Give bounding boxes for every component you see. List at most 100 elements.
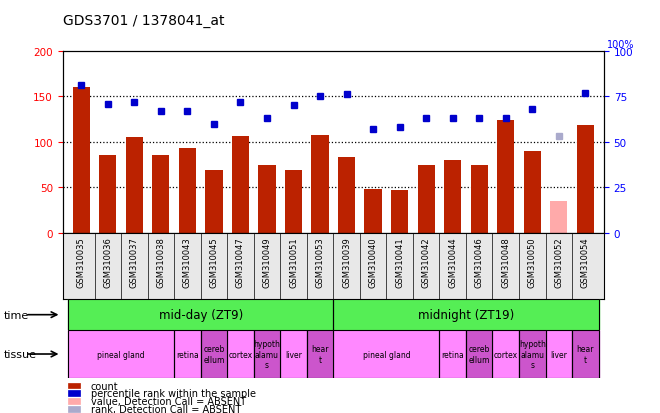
Text: time: time <box>3 310 28 320</box>
Bar <box>285 171 302 233</box>
Bar <box>227 330 253 378</box>
Text: GSM310051: GSM310051 <box>289 237 298 287</box>
Text: pineal gland: pineal gland <box>362 350 410 358</box>
Bar <box>280 330 307 378</box>
Text: GSM310053: GSM310053 <box>315 237 325 287</box>
Bar <box>201 330 227 378</box>
Bar <box>333 330 440 378</box>
Bar <box>68 406 80 412</box>
Text: retina: retina <box>176 350 199 358</box>
Bar <box>471 165 488 233</box>
Bar <box>152 156 170 233</box>
Bar <box>338 158 355 233</box>
Bar <box>280 330 307 378</box>
Text: GSM310038: GSM310038 <box>156 237 166 287</box>
Text: GSM310048: GSM310048 <box>501 237 510 287</box>
Text: GSM310052: GSM310052 <box>554 237 563 287</box>
Text: GDS3701 / 1378041_at: GDS3701 / 1378041_at <box>63 14 224 28</box>
Bar <box>253 330 280 378</box>
Text: pineal gland: pineal gland <box>97 350 145 358</box>
Text: GSM310039: GSM310039 <box>342 237 351 287</box>
Text: liver: liver <box>285 350 302 358</box>
Text: GSM310043: GSM310043 <box>183 237 192 287</box>
Bar <box>546 330 572 378</box>
Bar <box>125 138 143 233</box>
Text: GSM310045: GSM310045 <box>209 237 218 287</box>
Bar <box>68 382 80 389</box>
Bar <box>68 391 80 396</box>
Bar <box>572 330 599 378</box>
Bar <box>307 330 333 378</box>
Text: cereb
ellum: cereb ellum <box>203 344 224 364</box>
Bar <box>68 330 174 378</box>
Text: GSM310037: GSM310037 <box>130 237 139 287</box>
Bar <box>179 149 196 233</box>
Bar <box>550 202 568 233</box>
Text: GSM310050: GSM310050 <box>528 237 537 287</box>
Bar <box>466 330 492 378</box>
Bar <box>546 330 572 378</box>
Bar <box>307 330 333 378</box>
Bar <box>68 299 333 330</box>
Bar <box>253 330 280 378</box>
Text: GSM310044: GSM310044 <box>448 237 457 287</box>
Bar <box>519 330 546 378</box>
Bar <box>418 165 435 233</box>
Text: count: count <box>91 381 118 391</box>
Text: retina: retina <box>442 350 464 358</box>
Bar <box>68 299 333 330</box>
Text: hypoth
alamu
s: hypoth alamu s <box>519 339 546 369</box>
Bar <box>519 330 546 378</box>
Bar <box>68 399 80 404</box>
Bar <box>444 161 461 233</box>
Text: hear
t: hear t <box>312 344 329 364</box>
Text: mid-day (ZT9): mid-day (ZT9) <box>158 309 243 321</box>
Bar <box>466 330 492 378</box>
Text: midnight (ZT19): midnight (ZT19) <box>418 309 514 321</box>
Text: GSM310041: GSM310041 <box>395 237 404 287</box>
Bar <box>333 299 599 330</box>
Text: rank, Detection Call = ABSENT: rank, Detection Call = ABSENT <box>91 404 241 413</box>
Bar <box>497 121 514 233</box>
Bar <box>492 330 519 378</box>
Bar <box>523 152 541 233</box>
Text: GSM310054: GSM310054 <box>581 237 590 287</box>
Bar <box>333 299 599 330</box>
Text: tissue: tissue <box>3 349 36 359</box>
Text: hear
t: hear t <box>577 344 594 364</box>
Bar <box>258 165 276 233</box>
Text: cortex: cortex <box>228 350 253 358</box>
Bar <box>174 330 201 378</box>
Text: GSM310049: GSM310049 <box>263 237 271 287</box>
Bar <box>68 330 174 378</box>
Bar <box>227 330 253 378</box>
Text: percentile rank within the sample: percentile rank within the sample <box>91 389 256 399</box>
Bar <box>333 330 440 378</box>
Bar <box>364 190 381 233</box>
Text: 100%: 100% <box>607 40 635 50</box>
Bar <box>174 330 201 378</box>
Text: GSM310036: GSM310036 <box>104 237 112 287</box>
Text: value, Detection Call = ABSENT: value, Detection Call = ABSENT <box>91 396 246 406</box>
Bar <box>201 330 227 378</box>
Bar <box>73 88 90 233</box>
Bar <box>572 330 599 378</box>
Bar <box>440 330 466 378</box>
Text: cortex: cortex <box>494 350 518 358</box>
Text: GSM310035: GSM310035 <box>77 237 86 287</box>
Text: cereb
ellum: cereb ellum <box>469 344 490 364</box>
Bar <box>391 191 409 233</box>
Bar <box>440 330 466 378</box>
Bar <box>312 135 329 233</box>
Text: liver: liver <box>550 350 567 358</box>
Bar <box>205 171 222 233</box>
Text: hypoth
alamu
s: hypoth alamu s <box>253 339 280 369</box>
Text: GSM310046: GSM310046 <box>475 237 484 287</box>
Bar <box>99 155 116 233</box>
Text: GSM310047: GSM310047 <box>236 237 245 287</box>
Bar <box>232 137 249 233</box>
Bar <box>492 330 519 378</box>
Bar <box>577 126 594 233</box>
Text: GSM310042: GSM310042 <box>422 237 431 287</box>
Text: GSM310040: GSM310040 <box>368 237 378 287</box>
